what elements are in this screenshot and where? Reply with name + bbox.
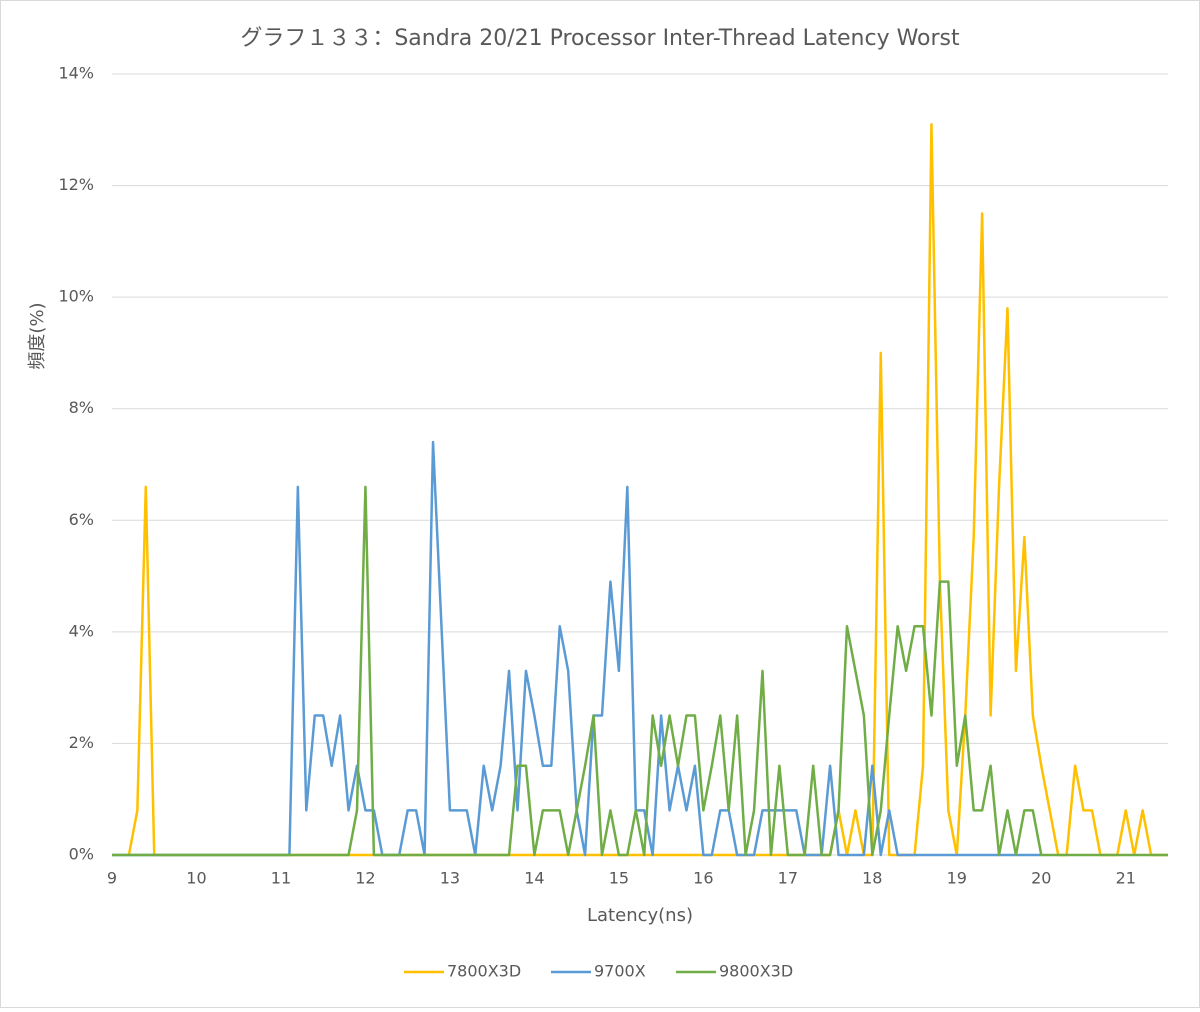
y-tick-label: 8% — [69, 398, 94, 417]
y-axis-label: 頻度(%) — [27, 302, 48, 369]
x-tick-label: 15 — [609, 869, 629, 888]
x-tick-label: 19 — [947, 869, 967, 888]
x-tick-label: 10 — [186, 869, 206, 888]
legend-label: 9700X — [594, 962, 646, 981]
x-tick-label: 18 — [862, 869, 882, 888]
x-axis-label: Latency(ns) — [587, 905, 693, 926]
x-tick-label: 17 — [778, 869, 798, 888]
x-tick-label: 20 — [1031, 869, 1051, 888]
x-tick-label: 9 — [107, 869, 117, 888]
x-tick-label: 13 — [440, 869, 460, 888]
chart-title: グラフ１３３：Sandra 20/21 Processor Inter-Thre… — [240, 26, 960, 51]
y-tick-label: 6% — [69, 510, 94, 529]
x-tick-label: 21 — [1116, 869, 1136, 888]
x-tick-label: 12 — [355, 869, 375, 888]
series-line — [112, 485, 1168, 857]
y-tick-label: 2% — [69, 733, 94, 752]
x-tick-label: 11 — [271, 869, 291, 888]
legend-label: 9800X3D — [719, 962, 793, 981]
x-tick-label: 14 — [524, 869, 544, 888]
y-tick-label: 0% — [69, 845, 94, 864]
y-tick-label: 12% — [58, 175, 94, 194]
legend-label: 7800X3D — [447, 962, 521, 981]
x-tick-label: 16 — [693, 869, 713, 888]
y-tick-label: 4% — [69, 621, 94, 640]
y-tick-label: 10% — [58, 287, 94, 306]
y-tick-label: 14% — [58, 64, 94, 83]
